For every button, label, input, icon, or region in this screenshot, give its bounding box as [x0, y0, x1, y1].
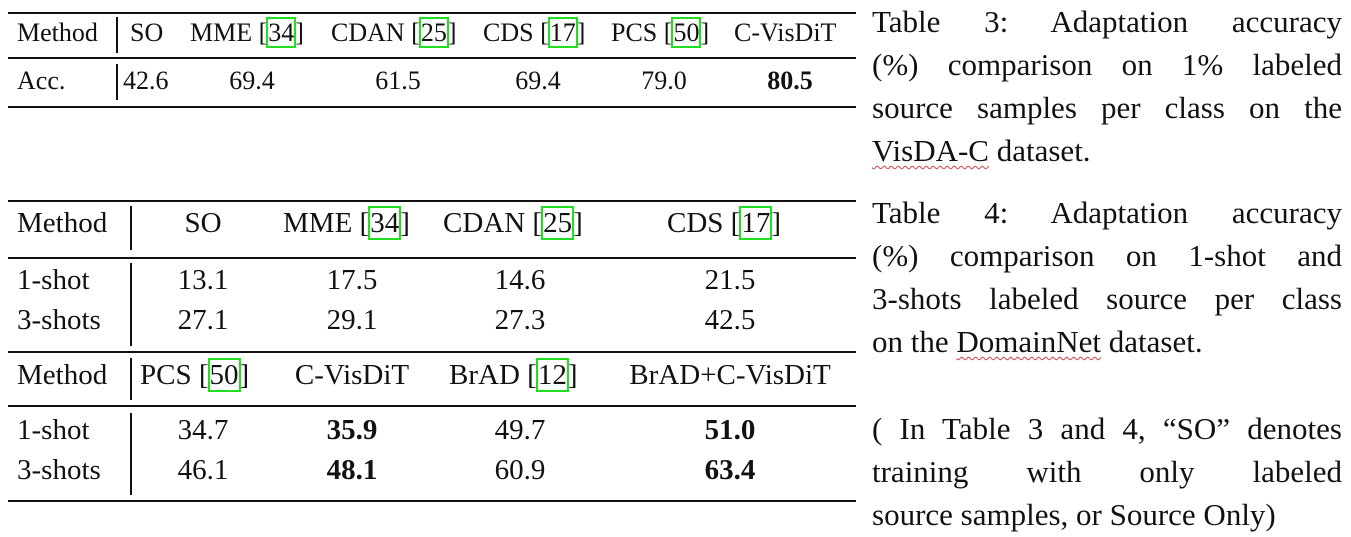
table3-mid-rule — [8, 57, 856, 59]
table3-caption: Table 3: Adaptation accuracy (%) compari… — [872, 0, 1342, 172]
so-note: ( In Table 3 and 4, “SO” denotes trainin… — [872, 407, 1342, 536]
caption-line: source samples per class on the — [872, 90, 1342, 125]
table3-cell-cds: 69.4 — [515, 66, 561, 95]
note-line: ( In Table 3 and 4, “SO” denotes — [872, 411, 1342, 446]
table3-header-so: SO — [130, 18, 164, 47]
table4-header-rule — [8, 257, 856, 259]
table3-header-cdan: CDAN [25] — [331, 17, 457, 48]
table4-vertical-rule — [130, 263, 132, 346]
table4-row-label: 3-shots — [17, 304, 101, 336]
caption-line: (%) comparison on 1-shot and — [872, 238, 1342, 273]
table3-header-mme: MME [34] — [190, 17, 304, 48]
table4-caption: Table 4: Adaptation accuracy (%) compari… — [872, 191, 1342, 363]
table3-cell-mme: 69.4 — [229, 66, 275, 95]
table4-top-rule — [8, 200, 856, 202]
citation-link[interactable]: 17 — [739, 206, 773, 240]
table4-header-bradc: BrAD+C-VisDiT — [629, 359, 831, 391]
table4-cell: 49.7 — [494, 414, 546, 446]
table4-header-cds: CDS [17] — [667, 206, 782, 240]
caption-line: Table 4: Adaptation accuracy — [872, 195, 1342, 230]
table4-row-label: 1-shot — [17, 414, 90, 446]
table4-header-cdan: CDAN [25] — [443, 206, 583, 240]
table4-header-cvisdit: C-VisDiT — [294, 359, 410, 391]
citation-link[interactable]: 34 — [266, 17, 297, 48]
table4-vertical-rule — [130, 206, 132, 250]
table3-row-label: Acc. — [17, 66, 66, 95]
table4-cell: 35.9 — [326, 414, 378, 446]
table4-cell: 13.1 — [177, 264, 229, 296]
table4-header-method: Method — [17, 207, 108, 239]
table4-header-mme: MME [34] — [283, 206, 410, 240]
citation-link[interactable]: 34 — [368, 206, 402, 240]
table4-middle-rule — [8, 351, 856, 353]
table4-row-label: 3-shots — [17, 454, 101, 486]
table4-header-pcs: PCS [50] — [140, 358, 250, 392]
citation-link[interactable]: 50 — [671, 17, 702, 48]
note-line: training with only labeled — [872, 454, 1342, 489]
table4-cell: 48.1 — [326, 454, 378, 486]
citation-link[interactable]: 50 — [207, 358, 241, 392]
table4-vertical-rule — [130, 413, 132, 495]
table4-cell: 27.1 — [177, 304, 229, 336]
table4-bottom-rule — [8, 500, 856, 502]
table3-header-method: Method — [17, 18, 98, 47]
caption-line: (%) comparison on 1% labeled — [872, 47, 1342, 82]
table4-row-label: 1-shot — [17, 264, 90, 296]
table4-cell: 21.5 — [704, 264, 756, 296]
table3-cell-cdan: 61.5 — [375, 66, 421, 95]
caption-line: Table 3: Adaptation accuracy — [872, 4, 1342, 39]
table3-vertical-rule — [116, 64, 118, 100]
citation-link[interactable]: 12 — [535, 358, 569, 392]
citation-link[interactable]: 25 — [418, 17, 449, 48]
table4-cell: 27.3 — [494, 304, 546, 336]
table4-header-brad: BrAD [12] — [449, 358, 578, 392]
table3-cell-cvisdit: 80.5 — [767, 66, 813, 95]
table4-cell: 63.4 — [704, 454, 756, 486]
table4-cell: 46.1 — [177, 454, 229, 486]
table3-cell-pcs: 79.0 — [641, 66, 687, 95]
citation-link[interactable]: 25 — [541, 206, 575, 240]
table4-header2-rule — [8, 405, 856, 407]
table4-vertical-rule — [130, 358, 132, 400]
table4-header-so: SO — [184, 207, 222, 239]
table3-cell-so: 42.6 — [123, 66, 169, 95]
table3-header-cds: CDS [17] — [483, 17, 586, 48]
table3-top-rule — [8, 12, 856, 14]
caption-line: 3-shots labeled source per class — [872, 281, 1342, 316]
table4-cell: 42.5 — [704, 304, 756, 336]
caption-line: VisDA-C dataset. — [872, 133, 1091, 168]
table4-cell: 51.0 — [704, 414, 756, 446]
table3-header-pcs: PCS [50] — [611, 17, 710, 48]
table4-cell: 60.9 — [494, 454, 546, 486]
caption-line: on the DomainNet dataset. — [872, 324, 1203, 359]
table4-cell: 17.5 — [326, 264, 378, 296]
table4-cell: 29.1 — [326, 304, 378, 336]
table4-header-method: Method — [17, 359, 108, 391]
table3-vertical-rule — [116, 17, 118, 53]
table3-header-cvisdit: C-VisDiT — [734, 18, 837, 47]
citation-link[interactable]: 17 — [547, 17, 578, 48]
note-line: source samples, or Source Only) — [872, 497, 1276, 532]
table3-bottom-rule — [8, 106, 856, 108]
table4-cell: 34.7 — [177, 414, 229, 446]
table4-cell: 14.6 — [494, 264, 546, 296]
